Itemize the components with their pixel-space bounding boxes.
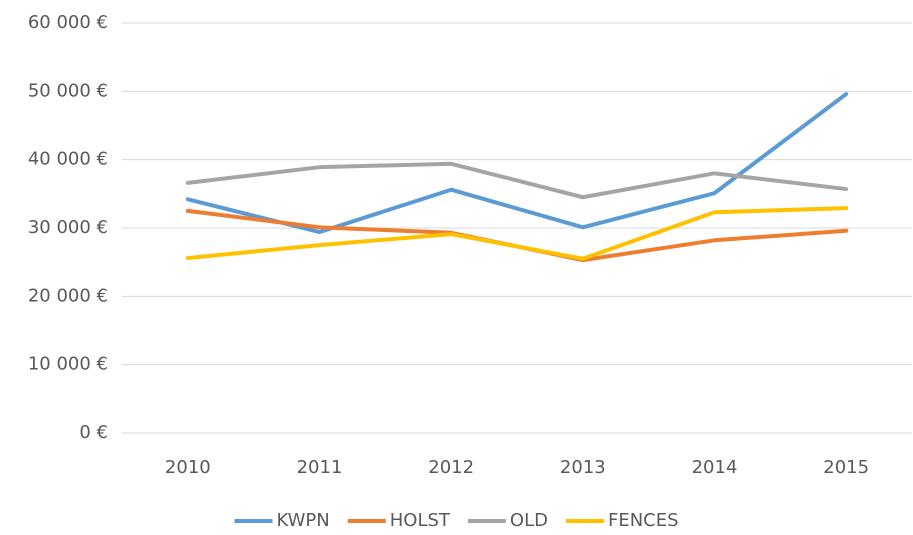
- y-tick-label: 50 000 €: [28, 80, 108, 101]
- y-tick-label: 0 €: [79, 422, 108, 443]
- legend-label: FENCES: [608, 510, 679, 531]
- x-tick-label: 2015: [823, 457, 869, 478]
- y-tick-label: 10 000 €: [28, 354, 108, 375]
- y-tick-label: 30 000 €: [28, 217, 108, 238]
- y-tick-label: 60 000 €: [28, 12, 108, 33]
- series-line: [185, 206, 849, 261]
- y-tick-label: 40 000 €: [28, 149, 108, 170]
- series-line: [185, 161, 849, 200]
- x-tick-label: 2011: [297, 457, 343, 478]
- x-tick-label: 2014: [692, 457, 738, 478]
- x-tick-label: 2012: [428, 457, 474, 478]
- y-tick-label: 20 000 €: [28, 285, 108, 306]
- x-tick-label: 2010: [165, 457, 211, 478]
- legend-label: KWPN: [276, 510, 329, 531]
- x-tick-label: 2013: [560, 457, 606, 478]
- legend-label: OLD: [510, 510, 548, 531]
- series-line: [185, 208, 849, 263]
- legend-label: HOLST: [390, 510, 451, 531]
